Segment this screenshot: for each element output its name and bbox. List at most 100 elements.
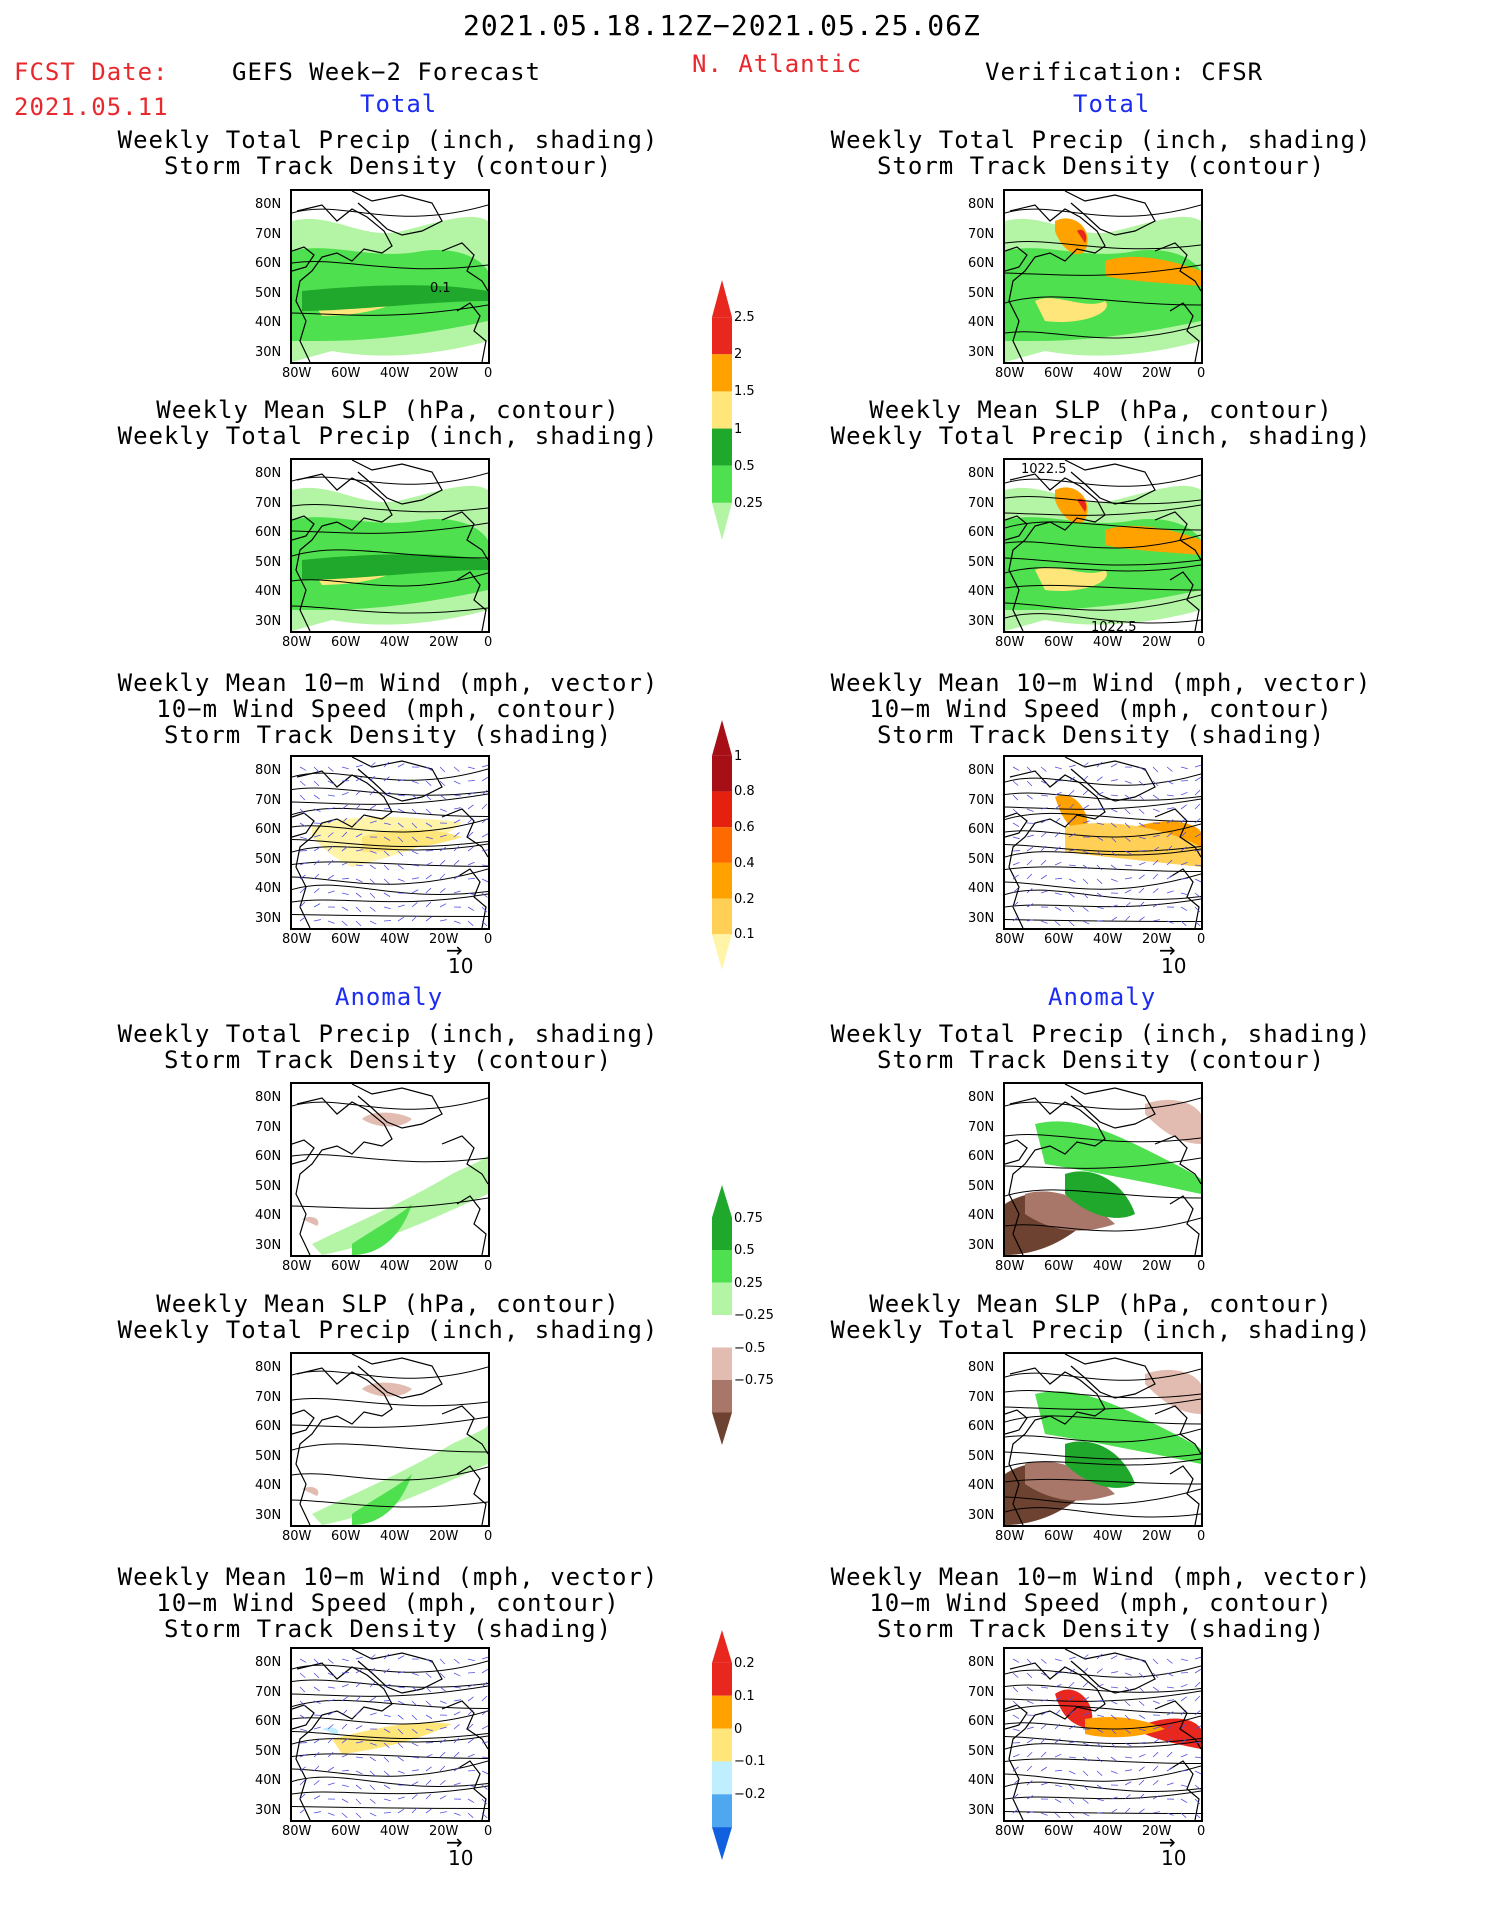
- wind-vector: [383, 1714, 391, 1718]
- slp-contour-9: [1005, 1507, 1201, 1518]
- wind-vector: [1026, 859, 1033, 866]
- lat-tick-left-0-3: 50N: [255, 285, 282, 301]
- wind-vector: [481, 764, 488, 768]
- colorbar-track-total-swatch-0: [712, 755, 732, 792]
- wind-vector: [1110, 836, 1117, 843]
- wind-speed-contour-9: [292, 1776, 488, 1787]
- wind-vector: [1026, 780, 1033, 787]
- map-panel-right-4: [1003, 1352, 1203, 1527]
- wind-vector: [299, 1686, 306, 1693]
- wind-vector: [299, 1766, 306, 1772]
- wind-vector: [299, 1779, 306, 1786]
- lat-tick-right-2-4: 40N: [968, 881, 995, 896]
- wind-vector: [1096, 1742, 1103, 1748]
- wind-vector: [411, 915, 418, 922]
- wind-vector: [1152, 1658, 1159, 1665]
- lon-tick-left-5-0: 80W: [282, 1824, 312, 1839]
- precip-anom-neg: [1025, 1461, 1115, 1501]
- wind-vector: [439, 859, 446, 866]
- wind-vector: [1012, 916, 1019, 922]
- wind-vector: [341, 906, 349, 911]
- lat-tick-left-1-1: 70N: [255, 495, 282, 511]
- wind-speed-contour-1: [292, 1679, 488, 1688]
- lon-tick-right-3-2: 40W: [1093, 1259, 1123, 1274]
- wind-vector: [299, 1658, 307, 1663]
- section-total-left: Total: [360, 90, 438, 118]
- wind-vector: [1166, 794, 1174, 797]
- wind-vector: [327, 1812, 335, 1816]
- slp-contour-2: [292, 1416, 488, 1428]
- wind-vector: [355, 776, 363, 782]
- colorbar-track-anomaly-label-4: −0.2: [734, 1787, 766, 1803]
- coastline-2: [441, 808, 488, 858]
- wind-vector: [355, 1812, 362, 1819]
- lat-tick-left-3-2: 60N: [255, 1149, 282, 1164]
- coastline-4: [292, 1409, 315, 1435]
- wind-vector: [1110, 1700, 1118, 1705]
- coastline-4: [292, 515, 315, 541]
- wind-vector: [411, 1728, 418, 1734]
- colorbar-precip-anomaly-label-1: 0.5: [734, 1243, 755, 1258]
- wind-vector: [313, 780, 320, 787]
- wind-vector: [313, 1795, 321, 1800]
- wind-vector: [1110, 850, 1117, 857]
- lat-tick-left-1-2: 60N: [255, 525, 282, 540]
- wind-vector: [369, 1756, 376, 1762]
- wind-vector: [411, 1769, 419, 1772]
- precip-anom-neg-light: [1145, 1369, 1201, 1414]
- lat-tick-left-5-0: 80N: [255, 1655, 282, 1670]
- wind-vector: [1082, 850, 1090, 854]
- wind-vector: [1138, 1700, 1145, 1706]
- wind-vector: [313, 846, 321, 852]
- wind-vector: [467, 1770, 476, 1772]
- wind-vector: [355, 906, 362, 913]
- lon-tick-right-5-4: 0: [1197, 1824, 1206, 1839]
- lon-tick-right-4-0: 80W: [995, 1529, 1025, 1544]
- wind-vector: [1166, 1699, 1174, 1702]
- wind-vector: [1068, 818, 1075, 824]
- wind-vector: [1152, 1780, 1159, 1786]
- lat-tick-left-4-0: 80N: [255, 1360, 282, 1375]
- wind-vector: [369, 775, 376, 782]
- lon-tick-right-3-4: 0: [1197, 1259, 1206, 1274]
- lat-tick-right-3-1: 70N: [968, 1119, 995, 1135]
- wind-vector: [355, 849, 363, 852]
- colorbar-track-total-top-triangle: [712, 720, 732, 756]
- wind-vector: [1082, 762, 1089, 768]
- panel-title-right-5-2: Storm Track Density (shading): [876, 1615, 1326, 1643]
- lon-tick-right-1-4: 0: [1197, 635, 1206, 650]
- colorbar-track-total-label-1: 0.8: [734, 784, 755, 800]
- lon-tick-right-0-0: 80W: [995, 366, 1025, 381]
- wind-vector: [481, 1770, 488, 1775]
- lon-tick-left-2-2: 40W: [380, 932, 410, 947]
- lon-tick-right-4-1: 60W: [1044, 1529, 1074, 1544]
- panel-title-left-0-0: Weekly Total Precip (inch, shading): [117, 126, 659, 154]
- wind-vector: [1096, 791, 1104, 796]
- wind-vector: [1124, 915, 1131, 922]
- wind-vector: [383, 864, 390, 871]
- wind-vector: [1012, 1714, 1020, 1720]
- wind-vector: [383, 761, 390, 768]
- wind-vector: [355, 1784, 362, 1790]
- wind-vector: [439, 1672, 446, 1679]
- wind-vector: [1068, 1798, 1075, 1805]
- section-total-right: Total: [1073, 90, 1151, 118]
- wind-vector: [1040, 832, 1047, 838]
- wind-vector: [425, 1686, 432, 1693]
- wind-vector: [1180, 1784, 1188, 1788]
- slp-contour-3: [1005, 1415, 1201, 1425]
- coastline-3: [456, 1465, 487, 1525]
- lat-tick-left-3-3: 50N: [255, 1178, 282, 1194]
- wind-vector: [1026, 834, 1034, 838]
- wind-vector: [467, 1709, 474, 1716]
- track-anom-pos-strong: [1055, 1689, 1093, 1729]
- wind-vector: [453, 807, 461, 810]
- track-contour-1: [1005, 241, 1201, 250]
- wind-vector: [1110, 1655, 1118, 1660]
- wind-vector: [1138, 1728, 1146, 1732]
- lat-tick-right-5-5: 30N: [968, 1802, 995, 1818]
- wind-speed-contour-3: [1005, 1704, 1201, 1714]
- lon-tick-right-3-0: 80W: [995, 1259, 1025, 1274]
- wind-vector: [313, 808, 321, 812]
- wind-vector: [1096, 878, 1103, 884]
